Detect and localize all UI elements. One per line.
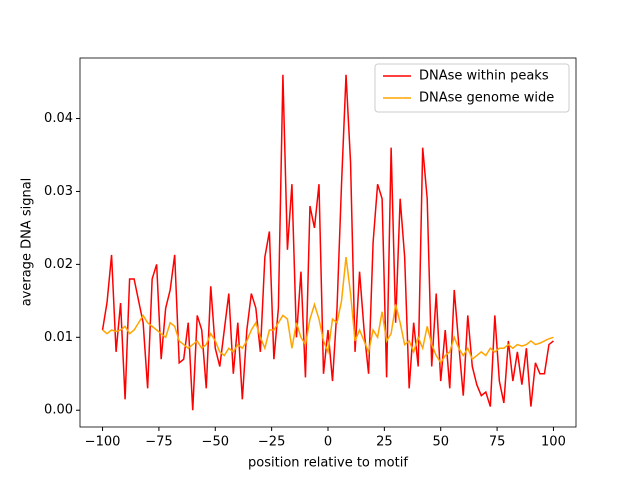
x-tick-label: −50 — [202, 435, 229, 450]
x-tick-label: −75 — [145, 435, 172, 450]
y-tick-label: 0.04 — [44, 111, 73, 126]
legend-label: DNAse genome wide — [419, 91, 554, 106]
x-tick-label: −25 — [258, 435, 285, 450]
series-line — [102, 256, 554, 365]
x-tick-label: −100 — [85, 435, 121, 450]
x-tick-label: 75 — [489, 435, 506, 450]
y-tick-label: 0.00 — [44, 403, 73, 418]
legend-label: DNAse within peaks — [419, 69, 549, 84]
axes-frame — [79, 57, 577, 428]
x-tick-label: 50 — [432, 435, 449, 450]
legend-box — [374, 63, 570, 113]
y-axis-label: average DNA signal — [20, 178, 35, 307]
y-tick-label: 0.02 — [44, 257, 73, 272]
x-tick-label: 25 — [376, 435, 393, 450]
series-line — [101, 74, 554, 411]
x-tick-label: 100 — [541, 435, 566, 450]
x-tick-label: 0 — [324, 435, 332, 450]
x-axis-label: position relative to motif — [248, 456, 408, 471]
y-tick-label: 0.03 — [44, 184, 73, 199]
y-tick-label: 0.01 — [44, 330, 73, 345]
